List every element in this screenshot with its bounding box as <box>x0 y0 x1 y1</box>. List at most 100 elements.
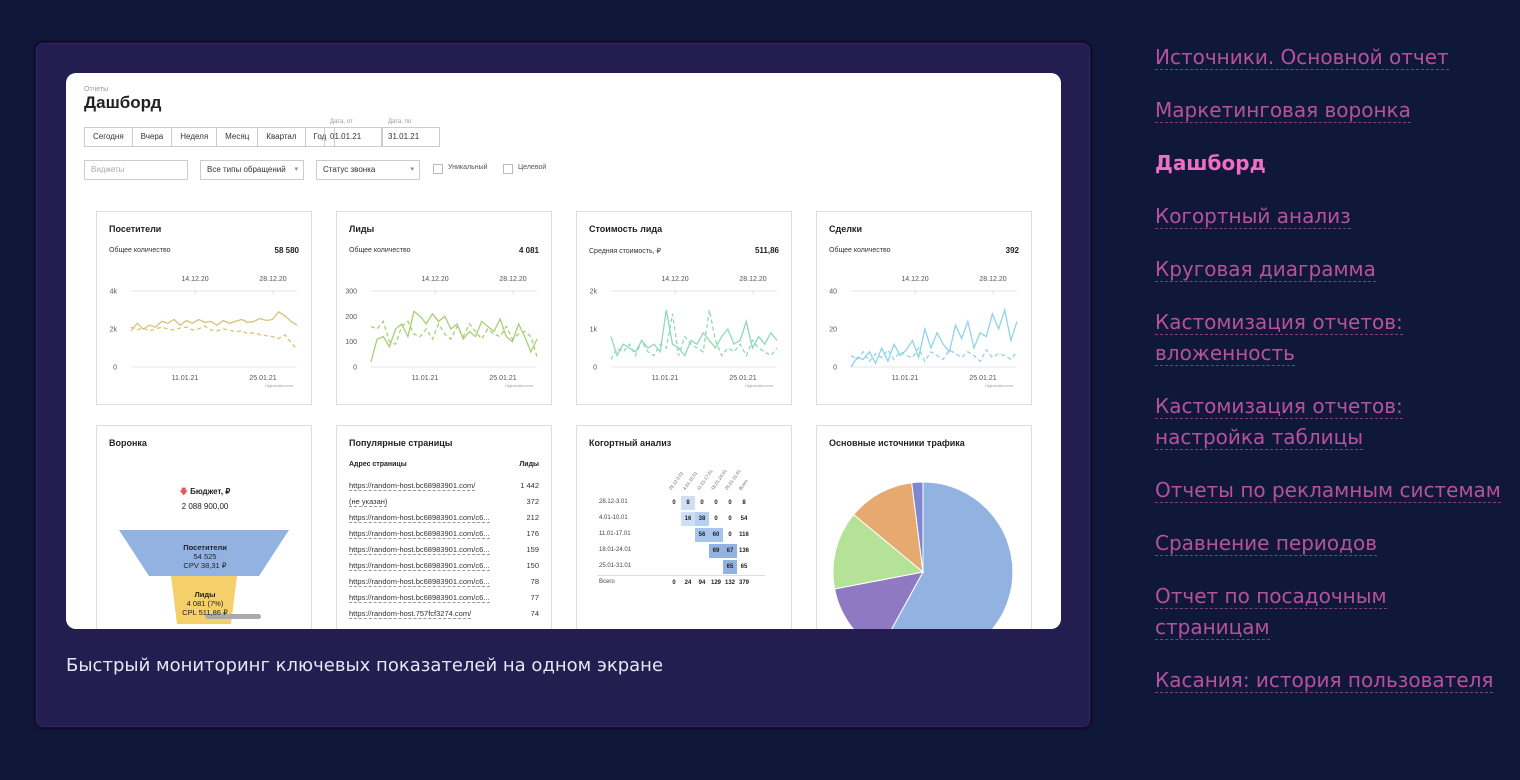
series-line-previous[interactable] <box>850 346 1018 363</box>
sidebar-item[interactable]: Круговая диаграмма <box>1155 254 1505 285</box>
cohort-cell <box>667 512 681 526</box>
target-checkbox[interactable] <box>503 164 513 174</box>
sidebar-item[interactable]: Касания: история пользователя <box>1155 665 1505 696</box>
page-url-link[interactable]: https://random-host.757fcf3274.com/ <box>349 609 472 619</box>
sidebar-item-label: Касания: история пользователя <box>1155 668 1494 693</box>
stage-name: Посетители <box>183 543 227 552</box>
cohort-cell: 0 <box>672 500 676 506</box>
table-row: https://random-host.757fcf3274.com/74 <box>349 609 539 625</box>
unique-label: Уникальный <box>448 164 488 171</box>
cohort-cell: 379 <box>738 580 749 586</box>
sidebar-item[interactable]: Маркетинговая воронка <box>1155 95 1505 126</box>
request-type-select[interactable]: Все типы обращений ▾ <box>200 160 304 180</box>
pie-slice[interactable] <box>911 481 924 573</box>
cohort-cell: 94 <box>698 580 706 586</box>
pie-slice[interactable] <box>852 482 924 574</box>
stage-value: 4 081 (7%) <box>186 599 224 608</box>
sidebar-item[interactable]: Отчет по посадочным страницам <box>1155 581 1505 643</box>
cohort-cell <box>667 528 681 542</box>
target-label: Целевой <box>518 164 547 171</box>
metric-value: 4 081 <box>518 246 539 255</box>
sidebar-nav: Источники. Основной отчет Маркетинговая в… <box>1155 42 1505 718</box>
pie-slice[interactable] <box>832 513 925 590</box>
line-chart: 14.12.20 28.12.20 2k 1k 0 11.01.21 25.01.21Hig… <box>590 276 778 388</box>
stage-cost: CPL 511,86 ₽ <box>182 608 228 617</box>
period-button[interactable]: Вчера <box>133 128 173 146</box>
page-url-link[interactable]: https://random-host.bc68983901.com/c6... <box>349 593 490 603</box>
date-from-input[interactable]: 01.01.21 <box>324 127 382 147</box>
top-date-label: 14.12.20 <box>661 276 688 283</box>
period-button[interactable]: Неделя <box>172 128 218 146</box>
funnel-shape <box>119 530 289 624</box>
page-url-link[interactable]: https://random-host.bc68983901.com/c6... <box>349 545 490 555</box>
series-line-current[interactable] <box>850 307 1018 368</box>
period-selector: Сегодня Вчера Неделя Месяц Квартал Год <box>84 127 336 147</box>
card-title: Сделки <box>829 224 862 234</box>
date-from-label: Дата, от <box>330 119 353 125</box>
series-line-previous[interactable] <box>130 325 298 351</box>
sidebar-item[interactable]: Кастомизация отчетов: настройка таблицы <box>1155 391 1505 453</box>
sidebar-item[interactable]: Сравнение периодов <box>1155 528 1505 559</box>
cohort-cell: 67 <box>723 544 737 558</box>
x-tick-label: 25.01.21 <box>969 375 996 382</box>
top-date-label: 14.12.20 <box>901 276 928 283</box>
funnel-stage2-text: Лиды 4 081 (7%) CPL 511,86 ₽ <box>97 590 311 617</box>
page-url-link[interactable]: (не указан) <box>349 497 388 507</box>
page-url-link[interactable]: https://random-host.bc68983901.com/c6... <box>349 577 490 587</box>
pie-slice[interactable] <box>880 481 1014 629</box>
date-to-input[interactable]: 31.01.21 <box>382 127 440 147</box>
page-url-link[interactable]: https://random-host.bc68983901.com/ <box>349 481 476 491</box>
top-date-label: 28.12.20 <box>259 276 286 283</box>
cohort-row-label: 18.01-24.01 <box>599 547 632 553</box>
cohort-cell: 0 <box>672 580 676 586</box>
sidebar-item[interactable]: Отчеты по рекламным системам <box>1155 475 1505 506</box>
x-tick-label: 25.01.21 <box>729 375 756 382</box>
sidebar-item[interactable]: Когортный анализ <box>1155 201 1505 232</box>
cohort-cell: 69 <box>709 544 723 558</box>
sidebar-item[interactable]: Дашборд <box>1155 148 1505 179</box>
call-status-select[interactable]: Статус звонка ▾ <box>316 160 420 180</box>
chart-credit: Highcharts.com <box>505 383 533 388</box>
widgets-input[interactable]: Виджеты <box>84 160 188 180</box>
sidebar-item-label: Круговая диаграмма <box>1155 257 1376 282</box>
x-tick-label: 11.01.21 <box>172 375 199 382</box>
series-line-current[interactable] <box>370 310 538 363</box>
page-url-link[interactable]: https://random-host.bc68983901.com/c6... <box>349 561 490 571</box>
period-button[interactable]: Месяц <box>217 128 259 146</box>
funnel-stage-leads[interactable] <box>171 576 237 624</box>
sidebar-item-label: Сравнение периодов <box>1155 531 1377 556</box>
sidebar-item-label: Когортный анализ <box>1155 204 1351 229</box>
metric-value: 392 <box>1005 246 1019 255</box>
period-button[interactable]: Квартал <box>258 128 306 146</box>
sidebar-item-label: Отчет по посадочным страницам <box>1155 584 1387 640</box>
period-button[interactable]: Сегодня <box>85 128 133 146</box>
sidebar-item-label: Отчеты по рекламным системам <box>1155 478 1501 503</box>
pie-slice[interactable] <box>834 571 924 629</box>
sidebar-item[interactable]: Кастомизация отчетов: вложенность <box>1155 307 1505 369</box>
series-line-previous[interactable] <box>610 309 778 360</box>
breadcrumb[interactable]: Отчеты <box>84 86 109 93</box>
series-line-current[interactable] <box>610 309 778 358</box>
scrollbar-thumb[interactable] <box>205 614 261 619</box>
unique-checkbox[interactable] <box>433 164 443 174</box>
leads-value: 74 <box>530 609 539 618</box>
funnel-card: Воронка 🡇 Бюджет, ₽ 2 088 900,00 Посетит… <box>96 425 312 629</box>
sidebar-item[interactable]: Источники. Основной отчет <box>1155 42 1505 73</box>
series-line-previous[interactable] <box>370 320 538 358</box>
funnel-stage-visitors[interactable] <box>119 530 289 576</box>
table-row: https://random-host.bc68983901.com/1 442 <box>349 481 539 497</box>
leads-value: 212 <box>526 513 539 522</box>
table-row: https://random-host.bc68983901.com/c6...… <box>349 513 539 529</box>
sidebar-item-label: Источники. Основной отчет <box>1155 45 1449 70</box>
y-tick-label: 300 <box>345 289 357 296</box>
cohort-cell: 54 <box>740 516 748 522</box>
stage-cost: CPV 38,31 ₽ <box>183 561 227 570</box>
stage-value: 54 525 <box>193 552 217 561</box>
page-url-link[interactable]: https://random-host.bc68983901.com/c6... <box>349 529 490 539</box>
card-title: Воронка <box>109 438 147 448</box>
series-line-current[interactable] <box>130 311 298 332</box>
cohort-cell <box>681 528 695 542</box>
page-url-link[interactable]: https://random-host.bc68983901.com/c6... <box>349 513 490 523</box>
period-button[interactable]: Год <box>313 132 327 141</box>
chart-credit: Highcharts.com <box>745 383 773 388</box>
